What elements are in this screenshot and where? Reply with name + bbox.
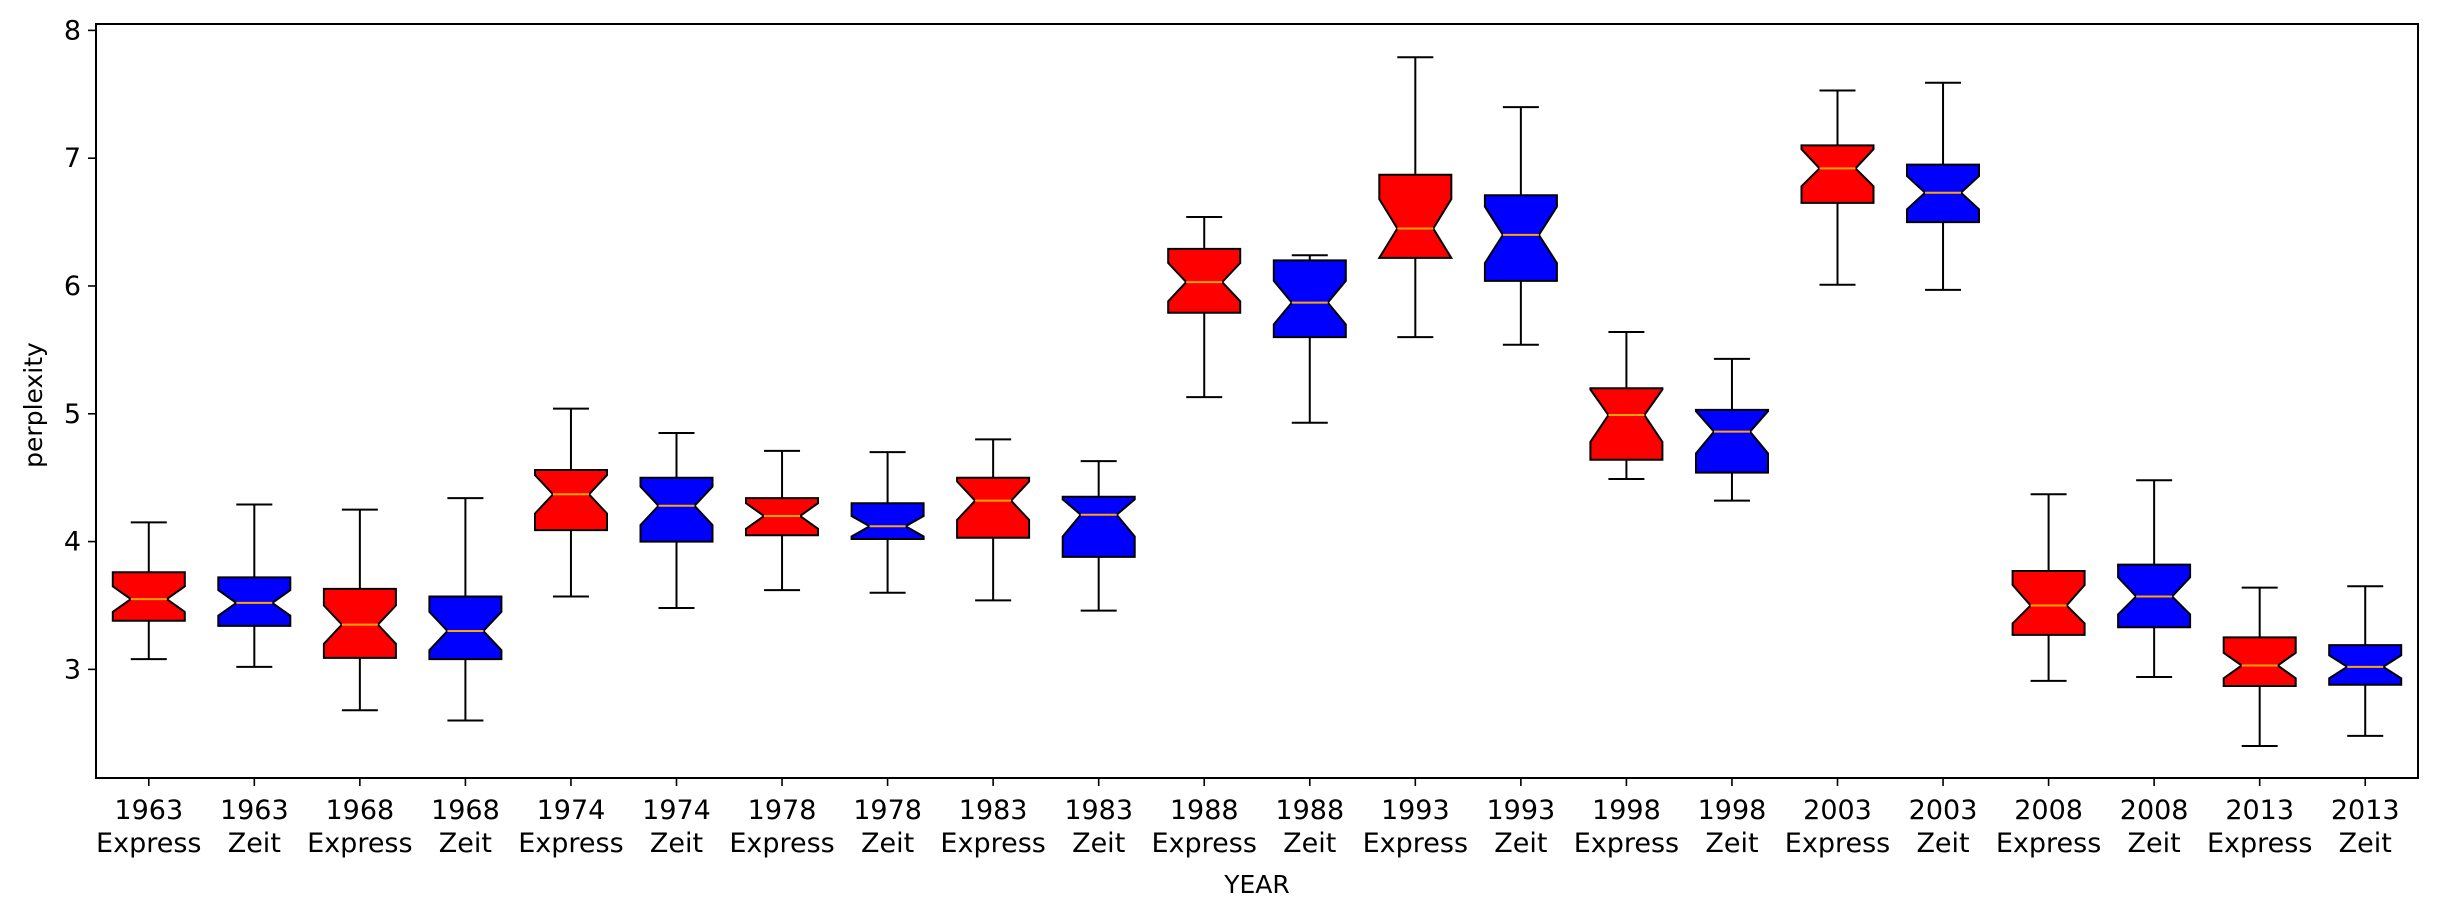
x-tick-label-source: Express <box>2207 828 2312 859</box>
y-tick-label: 7 <box>64 143 81 174</box>
box-body <box>2328 644 2403 686</box>
box-1988-zeit <box>1272 254 1347 424</box>
x-tick-label-source: Zeit <box>1072 828 1125 859</box>
x-tick-label-source: Zeit <box>1916 828 1969 859</box>
box-1998-zeit <box>1695 357 1769 502</box>
box-body <box>2222 636 2297 687</box>
x-tick-label-source: Zeit <box>228 828 281 859</box>
box-body <box>1695 408 1769 474</box>
box-1983-zeit <box>1061 460 1136 612</box>
box-body <box>534 469 608 532</box>
x-tick-label-source: Express <box>1574 828 1679 859</box>
x-tick-label-year: 1963 <box>220 795 289 826</box>
box-body <box>322 587 397 659</box>
x-tick-label-source: Express <box>307 828 412 859</box>
box-body <box>1377 173 1454 259</box>
box-body <box>2011 570 2086 636</box>
box-2008-zeit <box>2117 479 2192 679</box>
box-1978-zeit <box>850 451 925 594</box>
box-1978-express <box>745 449 819 592</box>
box-1963-express <box>111 521 186 661</box>
x-tick-label-source: Express <box>1996 828 2101 859</box>
x-tick-label-year: 1983 <box>1064 795 1133 826</box>
x-tick-label-year: 1993 <box>1381 795 1450 826</box>
box-1963-zeit <box>217 503 292 668</box>
box-1974-zeit <box>639 431 714 610</box>
y-tick-label: 4 <box>64 527 81 558</box>
box-body <box>428 595 503 661</box>
x-tick-label-year: 2003 <box>1803 795 1872 826</box>
box-body <box>639 476 714 543</box>
x-tick-label-year: 1963 <box>114 795 183 826</box>
box-2003-express <box>1800 89 1875 286</box>
x-tick-label-source: Zeit <box>1283 828 1336 859</box>
x-axis-title: YEAR <box>1223 870 1290 899</box>
box-2013-express <box>2222 586 2297 748</box>
x-tick-label-year: 1993 <box>1487 795 1556 826</box>
x-tick-label-source: Express <box>1785 828 1890 859</box>
x-tick-label-source: Zeit <box>1494 828 1547 859</box>
x-tick-label-year: 1983 <box>959 795 1028 826</box>
plot-frame <box>95 23 2419 779</box>
x-tick-label-year: 2008 <box>2120 795 2189 826</box>
x-tick-label-year: 1974 <box>537 795 606 826</box>
box-1968-express <box>322 508 397 712</box>
box-body <box>1589 387 1664 461</box>
box-body <box>1272 259 1347 339</box>
x-tick-label-year: 1998 <box>1698 795 1767 826</box>
x-tick-label-year: 1988 <box>1275 795 1344 826</box>
x-tick-label-year: 1978 <box>853 795 922 826</box>
x-tick-label-year: 2003 <box>1909 795 1978 826</box>
y-tick-label: 3 <box>64 654 81 685</box>
box-2003-zeit <box>1906 81 1980 291</box>
box-1983-express <box>956 438 1031 602</box>
x-axis: 1963Express1963Zeit1968Express1968Zeit19… <box>96 778 2400 859</box>
box-1993-zeit <box>1483 106 1558 346</box>
x-tick-label-source: Express <box>1152 828 1257 859</box>
box-1968-zeit <box>428 497 503 722</box>
x-tick-label-source: Express <box>1363 828 1468 859</box>
box-1974-express <box>534 407 608 598</box>
x-tick-label-year: 2013 <box>2225 795 2294 826</box>
x-tick-label-source: Zeit <box>650 828 703 859</box>
x-tick-label-year: 2013 <box>2331 795 2400 826</box>
plot-area <box>111 56 2403 748</box>
x-tick-label-year: 1974 <box>642 795 711 826</box>
x-tick-label-source: Zeit <box>439 828 492 859</box>
box-1993-express <box>1377 56 1454 339</box>
x-tick-label-source: Zeit <box>1705 828 1758 859</box>
x-tick-label-source: Express <box>729 828 834 859</box>
box-body <box>217 576 292 627</box>
box-body <box>1483 194 1558 282</box>
box-body <box>850 502 925 540</box>
y-axis: 3 4 5 6 7 8 <box>64 15 96 685</box>
x-tick-label-source: Zeit <box>2128 828 2181 859</box>
box-2008-express <box>2011 493 2086 682</box>
box-1988-express <box>1167 215 1242 399</box>
x-tick-label-source: Express <box>96 828 201 859</box>
box-1998-express <box>1589 330 1664 480</box>
box-body <box>1061 495 1136 558</box>
x-tick-label-year: 1968 <box>431 795 500 826</box>
y-tick-label: 6 <box>64 271 81 302</box>
x-tick-label-year: 1968 <box>326 795 395 826</box>
box-body <box>1167 247 1242 314</box>
x-tick-label-source: Zeit <box>2339 828 2392 859</box>
box-body <box>1800 144 1875 204</box>
box-body <box>111 571 186 622</box>
box-2013-zeit <box>2328 585 2403 737</box>
y-tick-label: 5 <box>64 399 81 430</box>
x-tick-label-year: 1998 <box>1592 795 1661 826</box>
x-tick-label-source: Zeit <box>861 828 914 859</box>
y-tick-label: 8 <box>64 15 81 46</box>
x-tick-label-year: 1978 <box>748 795 817 826</box>
y-axis-title: perplexity <box>19 342 48 468</box>
box-body <box>956 476 1031 539</box>
x-tick-label-year: 2008 <box>2014 795 2083 826</box>
x-tick-label-source: Express <box>518 828 623 859</box>
x-tick-label-source: Express <box>940 828 1045 859</box>
x-tick-label-year: 1988 <box>1170 795 1239 826</box>
